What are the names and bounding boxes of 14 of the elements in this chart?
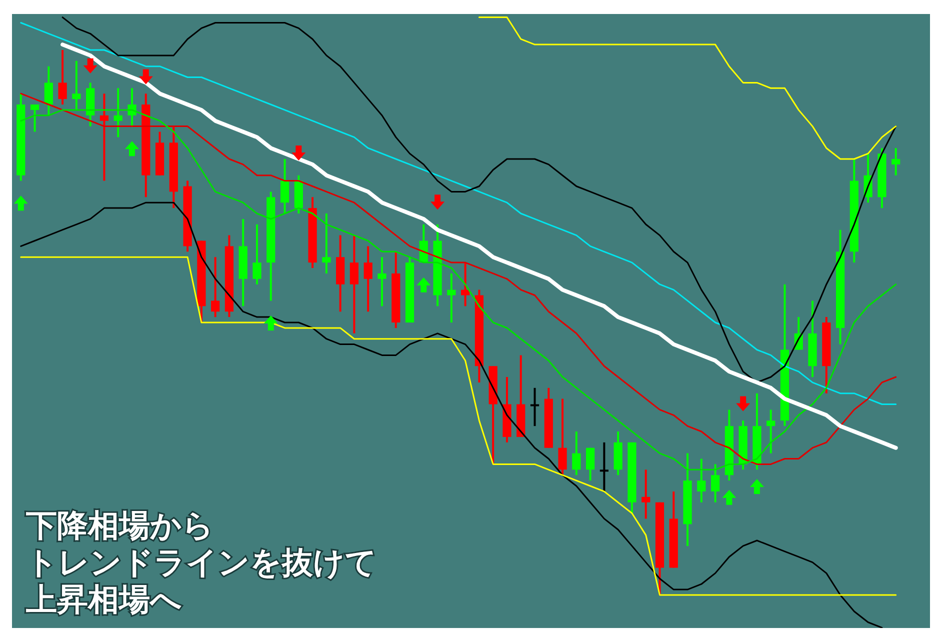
annotation: 下降相場から	[25, 508, 214, 544]
point	[416, 277, 431, 292]
annotation: トレンドラインを抜けて	[26, 545, 377, 581]
point	[736, 396, 750, 412]
point	[292, 146, 306, 161]
point	[138, 69, 153, 84]
point	[14, 196, 28, 211]
point	[83, 58, 98, 74]
point	[722, 490, 736, 505]
point	[264, 316, 278, 330]
point	[430, 194, 445, 210]
point	[750, 479, 764, 494]
annotation: 上昇相場へ	[25, 582, 182, 618]
point	[124, 141, 139, 156]
